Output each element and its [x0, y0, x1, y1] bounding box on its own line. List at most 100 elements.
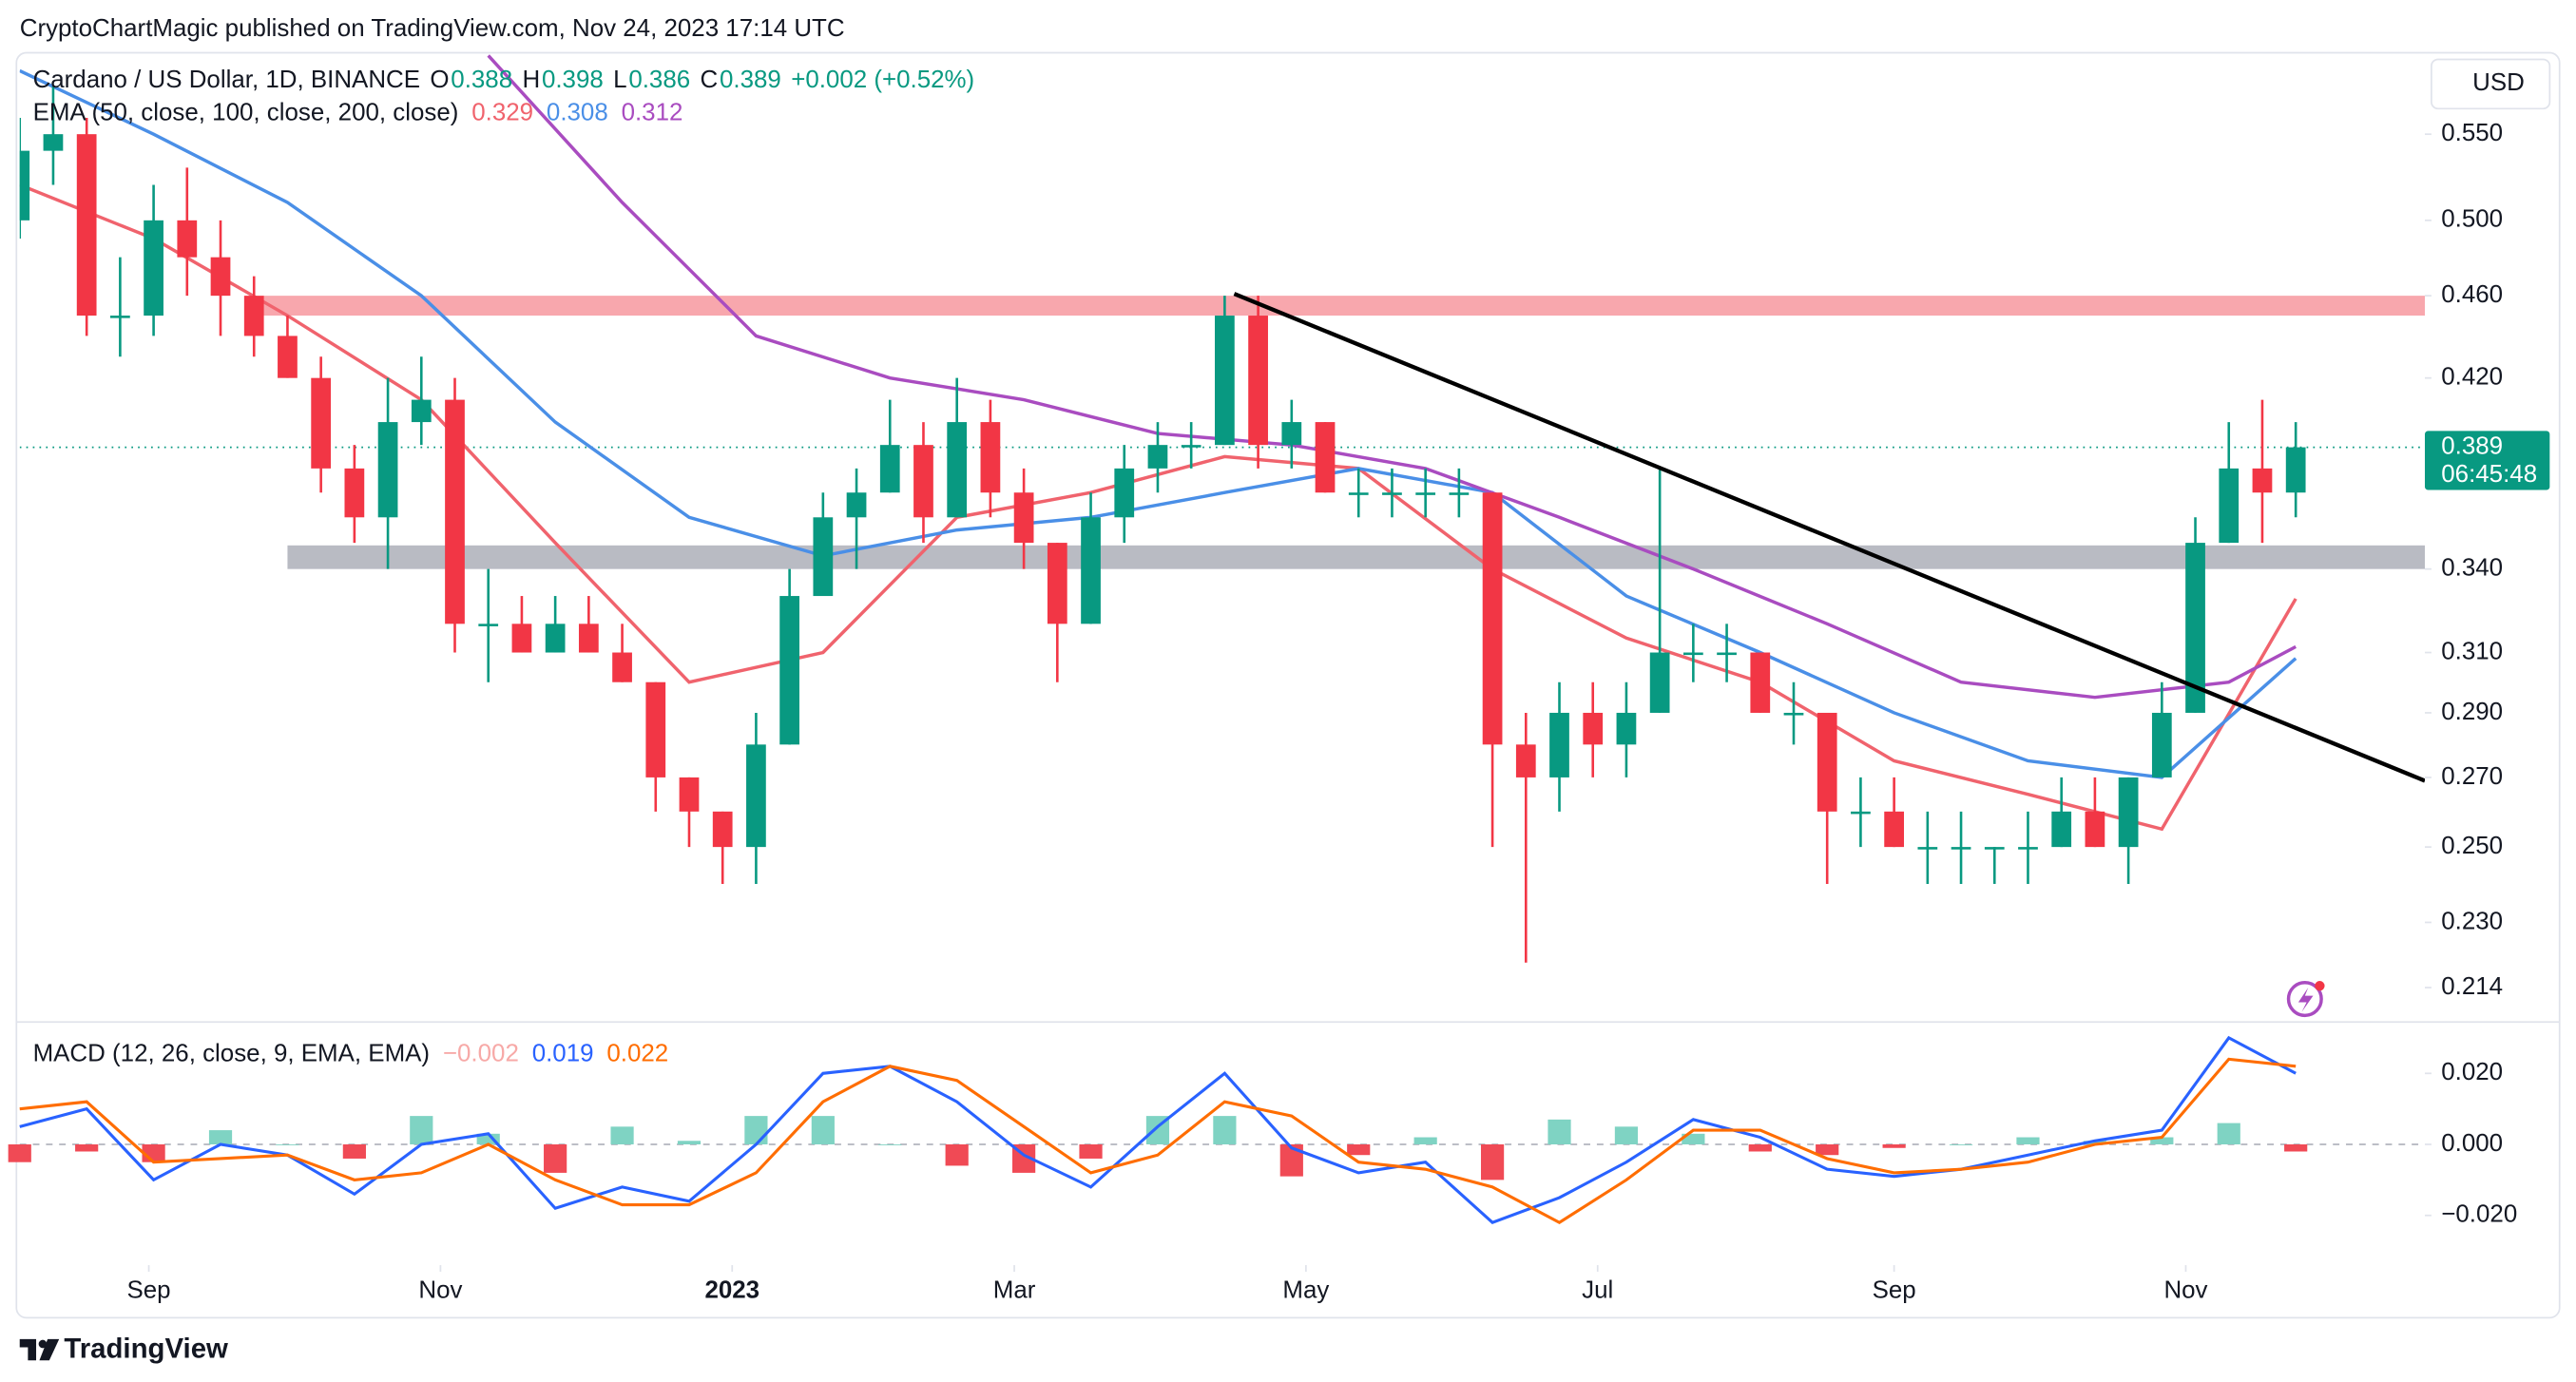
- candle-body: [879, 445, 900, 493]
- x-tick-label: Jul: [1582, 1277, 1613, 1304]
- candle-body: [2151, 712, 2172, 777]
- logo-mark[interactable]: [19, 1338, 37, 1361]
- histogram-bar: [544, 1144, 567, 1173]
- price-change: +0.002 (+0.52%): [791, 67, 974, 93]
- ema-value: 0.312: [622, 99, 683, 125]
- x-tick-label: Nov: [2163, 1277, 2207, 1304]
- y-tick-label: 0.310: [2441, 638, 2503, 664]
- histogram-bar: [811, 1116, 835, 1145]
- candle-body: [478, 624, 499, 626]
- candle-body: [2252, 468, 2273, 493]
- y-tick-label: 0.020: [2441, 1059, 2503, 1085]
- chart-frame: [15, 51, 2561, 1319]
- candle-body: [2285, 447, 2306, 493]
- y-tick-label: 0.550: [2441, 120, 2503, 146]
- histogram-bar: [1079, 1144, 1103, 1159]
- candle-body: [1951, 847, 1971, 850]
- histogram-bar: [2217, 1123, 2240, 1145]
- candle-body: [1281, 422, 1302, 446]
- candle-body: [1682, 652, 1703, 656]
- histogram-bar: [75, 1144, 99, 1152]
- candle-body: [377, 422, 398, 518]
- histogram-bar: [677, 1141, 702, 1145]
- histogram-bar: [610, 1126, 634, 1145]
- candle-body: [746, 744, 766, 848]
- candle-body: [1783, 712, 1804, 716]
- logo-slash[interactable]: [39, 1338, 60, 1361]
- symbol-title: Cardano / US Dollar, 1D, BINANCE: [33, 67, 420, 93]
- candle-body: [1147, 445, 1168, 469]
- brand[interactable]: TradingView: [64, 1334, 228, 1365]
- x-tick-label: Mar: [993, 1277, 1036, 1304]
- candle-body: [177, 220, 198, 258]
- y-tick-label: 0.420: [2441, 364, 2503, 391]
- candle-body: [545, 624, 566, 653]
- ohlc-value: 0.388: [451, 67, 512, 93]
- histogram-bar: [410, 1116, 433, 1145]
- x-tick-label: Sep: [1873, 1277, 1916, 1304]
- brand-logo[interactable]: [19, 1338, 60, 1361]
- y-tick-label: 0.340: [2441, 555, 2503, 582]
- macd-value: 0.022: [606, 1041, 668, 1067]
- countdown-label: 06:45:48: [2441, 461, 2537, 488]
- ema-value: 0.308: [547, 99, 608, 125]
- price-pane: 0.550 0.500 0.460 0.420 0.340 0.310 0.290 0.270…: [19, 54, 2550, 1000]
- x-tick-label: Sep: [127, 1277, 171, 1304]
- candle-body: [2219, 468, 2240, 544]
- candle-body: [1215, 316, 1235, 446]
- ohlc-label: C: [701, 67, 719, 93]
- candle-body: [1482, 492, 1503, 745]
- histogram-bar: [1816, 1144, 1839, 1156]
- currency[interactable]: USD: [2472, 69, 2525, 96]
- zone: [287, 545, 2425, 569]
- macd-line: [19, 1035, 2297, 1224]
- candle-body: [511, 624, 532, 653]
- x-tick-label: May: [1282, 1277, 1329, 1304]
- currency-button[interactable]: [2431, 58, 2551, 110]
- candle-body: [1415, 492, 1436, 495]
- candle-body: [110, 316, 130, 318]
- trendline: [1233, 292, 2425, 783]
- x-tick-label: Nov: [418, 1277, 462, 1304]
- alert-dot[interactable]: [2315, 981, 2325, 991]
- histogram-bar: [1882, 1144, 1906, 1148]
- y-tick-label: 0.230: [2441, 908, 2503, 934]
- candle-body: [243, 296, 264, 336]
- candle-body: [210, 257, 231, 297]
- ohlc-label: L: [613, 67, 626, 93]
- y-tick-label: 0.500: [2441, 206, 2503, 233]
- macd-value: 0.019: [532, 1041, 594, 1067]
- candle-body: [278, 336, 298, 378]
- candle-body: [712, 811, 733, 848]
- zone: [263, 296, 2425, 317]
- candle-body: [1348, 492, 1369, 495]
- histogram-bar: [2150, 1137, 2174, 1145]
- candle-body: [947, 422, 968, 518]
- histogram-bar: [1480, 1144, 1505, 1180]
- price-plot: [19, 54, 2425, 963]
- alert-ring[interactable]: [2286, 981, 2323, 1018]
- candle-body: [813, 517, 834, 597]
- candle-body: [913, 445, 933, 518]
- alert-icon[interactable]: [2286, 981, 2325, 1018]
- y-tick-label: 0.270: [2441, 763, 2503, 790]
- candle-body: [1315, 422, 1336, 493]
- logo-dot[interactable]: [38, 1339, 48, 1349]
- histogram-bar: [1949, 1144, 1973, 1145]
- alert-bolt[interactable]: [2297, 987, 2314, 1012]
- candle-body: [344, 468, 365, 518]
- histogram-bar: [2284, 1144, 2308, 1152]
- candle-body: [1114, 468, 1135, 518]
- candle-body: [1917, 847, 1938, 850]
- ohlc-label: O: [430, 67, 449, 93]
- candle-body: [1984, 847, 2005, 850]
- candle-body: [411, 399, 432, 423]
- candle-body: [1717, 652, 1737, 656]
- candle-body: [1817, 712, 1837, 812]
- histogram-bar: [342, 1144, 366, 1159]
- candle-body: [1449, 492, 1470, 495]
- candle-body: [1248, 316, 1268, 446]
- histogram-bar: [744, 1116, 768, 1145]
